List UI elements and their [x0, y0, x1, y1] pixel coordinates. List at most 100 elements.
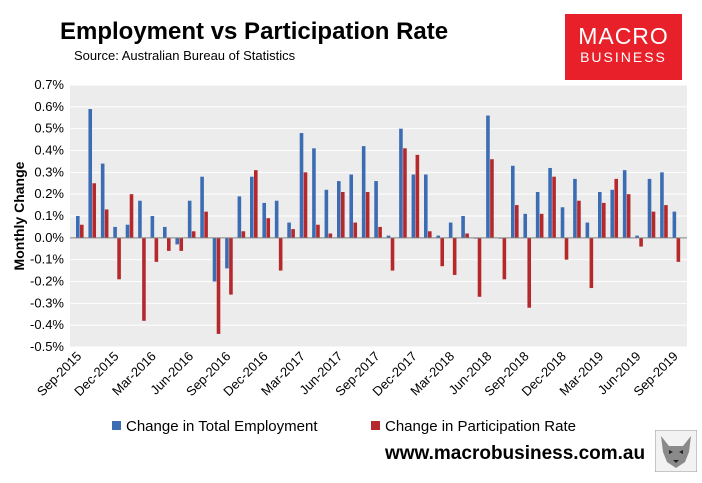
- bar-participation: [154, 237, 159, 262]
- logo-line1: MACRO: [578, 23, 669, 49]
- bar-participation: [626, 194, 631, 238]
- bar-participation: [241, 231, 246, 238]
- bar-participation: [602, 202, 606, 238]
- bar-employment: [622, 170, 627, 238]
- bar-employment: [399, 128, 403, 238]
- bar-employment: [424, 174, 428, 238]
- bar-employment: [225, 237, 229, 269]
- bar-participation: [452, 237, 457, 275]
- bar-employment: [212, 237, 217, 282]
- bar-participation: [129, 194, 134, 238]
- bar-employment: [660, 172, 664, 238]
- bar-employment: [361, 146, 366, 238]
- bar-participation: [676, 237, 681, 262]
- bar-participation: [614, 178, 619, 238]
- y-tick-label: -0.4%: [30, 317, 64, 332]
- macrobusiness-logo: MACRO BUSINESS: [565, 14, 682, 80]
- bar-participation: [440, 237, 445, 267]
- bar-participation: [664, 205, 668, 238]
- bar-employment: [598, 191, 602, 238]
- bar-participation: [552, 176, 556, 238]
- bar-employment: [250, 176, 254, 238]
- bar-participation: [278, 237, 283, 271]
- y-tick-label: -0.2%: [30, 274, 64, 289]
- website-url: www.macrobusiness.com.au: [385, 443, 646, 464]
- y-axis-label: Monthly Change: [11, 161, 27, 270]
- bar-employment: [125, 224, 130, 238]
- bar-participation: [216, 237, 221, 334]
- bar-participation: [415, 154, 420, 238]
- bar-participation: [353, 222, 358, 238]
- legend-label-participation: Change in Participation Rate: [385, 418, 576, 435]
- bar-employment: [113, 226, 117, 238]
- bar-participation: [539, 213, 544, 238]
- bar-participation: [527, 237, 532, 308]
- bars: [70, 109, 687, 334]
- bar-participation: [564, 237, 569, 260]
- bar-employment: [374, 181, 378, 238]
- bar-employment: [150, 216, 155, 238]
- bar-employment: [88, 109, 93, 238]
- bar-participation: [229, 237, 233, 295]
- bar-participation: [291, 229, 295, 238]
- bar-employment: [163, 226, 167, 238]
- bar-employment: [175, 237, 180, 245]
- bar-participation: [403, 148, 407, 238]
- bar-participation: [428, 231, 432, 238]
- y-tick-label: 0.0%: [34, 230, 64, 245]
- bar-employment: [337, 181, 341, 238]
- bar-employment: [200, 176, 204, 238]
- bar-employment: [461, 216, 465, 238]
- bar-employment: [299, 133, 304, 238]
- y-tick-label: -0.3%: [30, 295, 64, 310]
- chart-subtitle: Source: Australian Bureau of Statistics: [74, 48, 296, 63]
- bar-participation: [390, 237, 395, 271]
- bar-employment: [560, 207, 565, 238]
- logo-line2: BUSINESS: [580, 49, 667, 65]
- bar-participation: [191, 231, 196, 238]
- bar-participation: [179, 237, 184, 251]
- bar-employment: [287, 222, 291, 238]
- bar-employment: [349, 174, 354, 238]
- bar-employment: [523, 213, 528, 238]
- bar-participation: [639, 237, 643, 247]
- bar-employment: [511, 165, 515, 238]
- bar-employment: [436, 235, 441, 238]
- bar-participation: [328, 233, 333, 238]
- bar-participation: [502, 237, 507, 280]
- bar-employment: [635, 235, 639, 238]
- bar-participation: [142, 237, 146, 321]
- bar-employment: [312, 148, 316, 238]
- bar-participation: [254, 170, 258, 238]
- bar-employment: [585, 222, 590, 238]
- bar-participation: [266, 218, 271, 238]
- bar-participation: [341, 191, 345, 238]
- bar-employment: [647, 178, 652, 238]
- y-tick-label: 0.2%: [34, 186, 64, 201]
- bar-participation: [515, 205, 519, 238]
- bar-employment: [324, 189, 329, 238]
- bar-employment: [448, 222, 453, 238]
- x-tick-labels: Sep-2015Dec-2015Mar-2016Jun-2016Sep-2016…: [34, 349, 681, 399]
- bar-participation: [378, 226, 382, 238]
- y-tick-label: 0.4%: [34, 143, 64, 158]
- legend: Change in Total Employment Change in Par…: [112, 418, 576, 435]
- y-tick-label: -0.1%: [30, 252, 64, 267]
- bar-participation: [104, 209, 109, 238]
- y-tick-labels: -0.5% -0.4% -0.3% -0.2% -0.1% 0.0% 0.1% 0.2% 0.3…: [30, 77, 64, 354]
- bar-participation: [365, 191, 370, 238]
- bar-employment: [548, 167, 552, 238]
- y-tick-label: 0.7%: [34, 77, 64, 92]
- bar-participation: [490, 159, 494, 238]
- legend-swatch-employment: [112, 421, 121, 430]
- bar-participation: [204, 211, 208, 238]
- bar-employment: [76, 216, 80, 238]
- bar-participation: [117, 237, 121, 280]
- bar-participation: [167, 237, 171, 251]
- legend-swatch-participation: [371, 421, 380, 430]
- bar-employment: [672, 211, 677, 238]
- bar-participation: [477, 237, 482, 297]
- bar-participation: [589, 237, 594, 289]
- legend-label-employment: Change in Total Employment: [126, 418, 318, 435]
